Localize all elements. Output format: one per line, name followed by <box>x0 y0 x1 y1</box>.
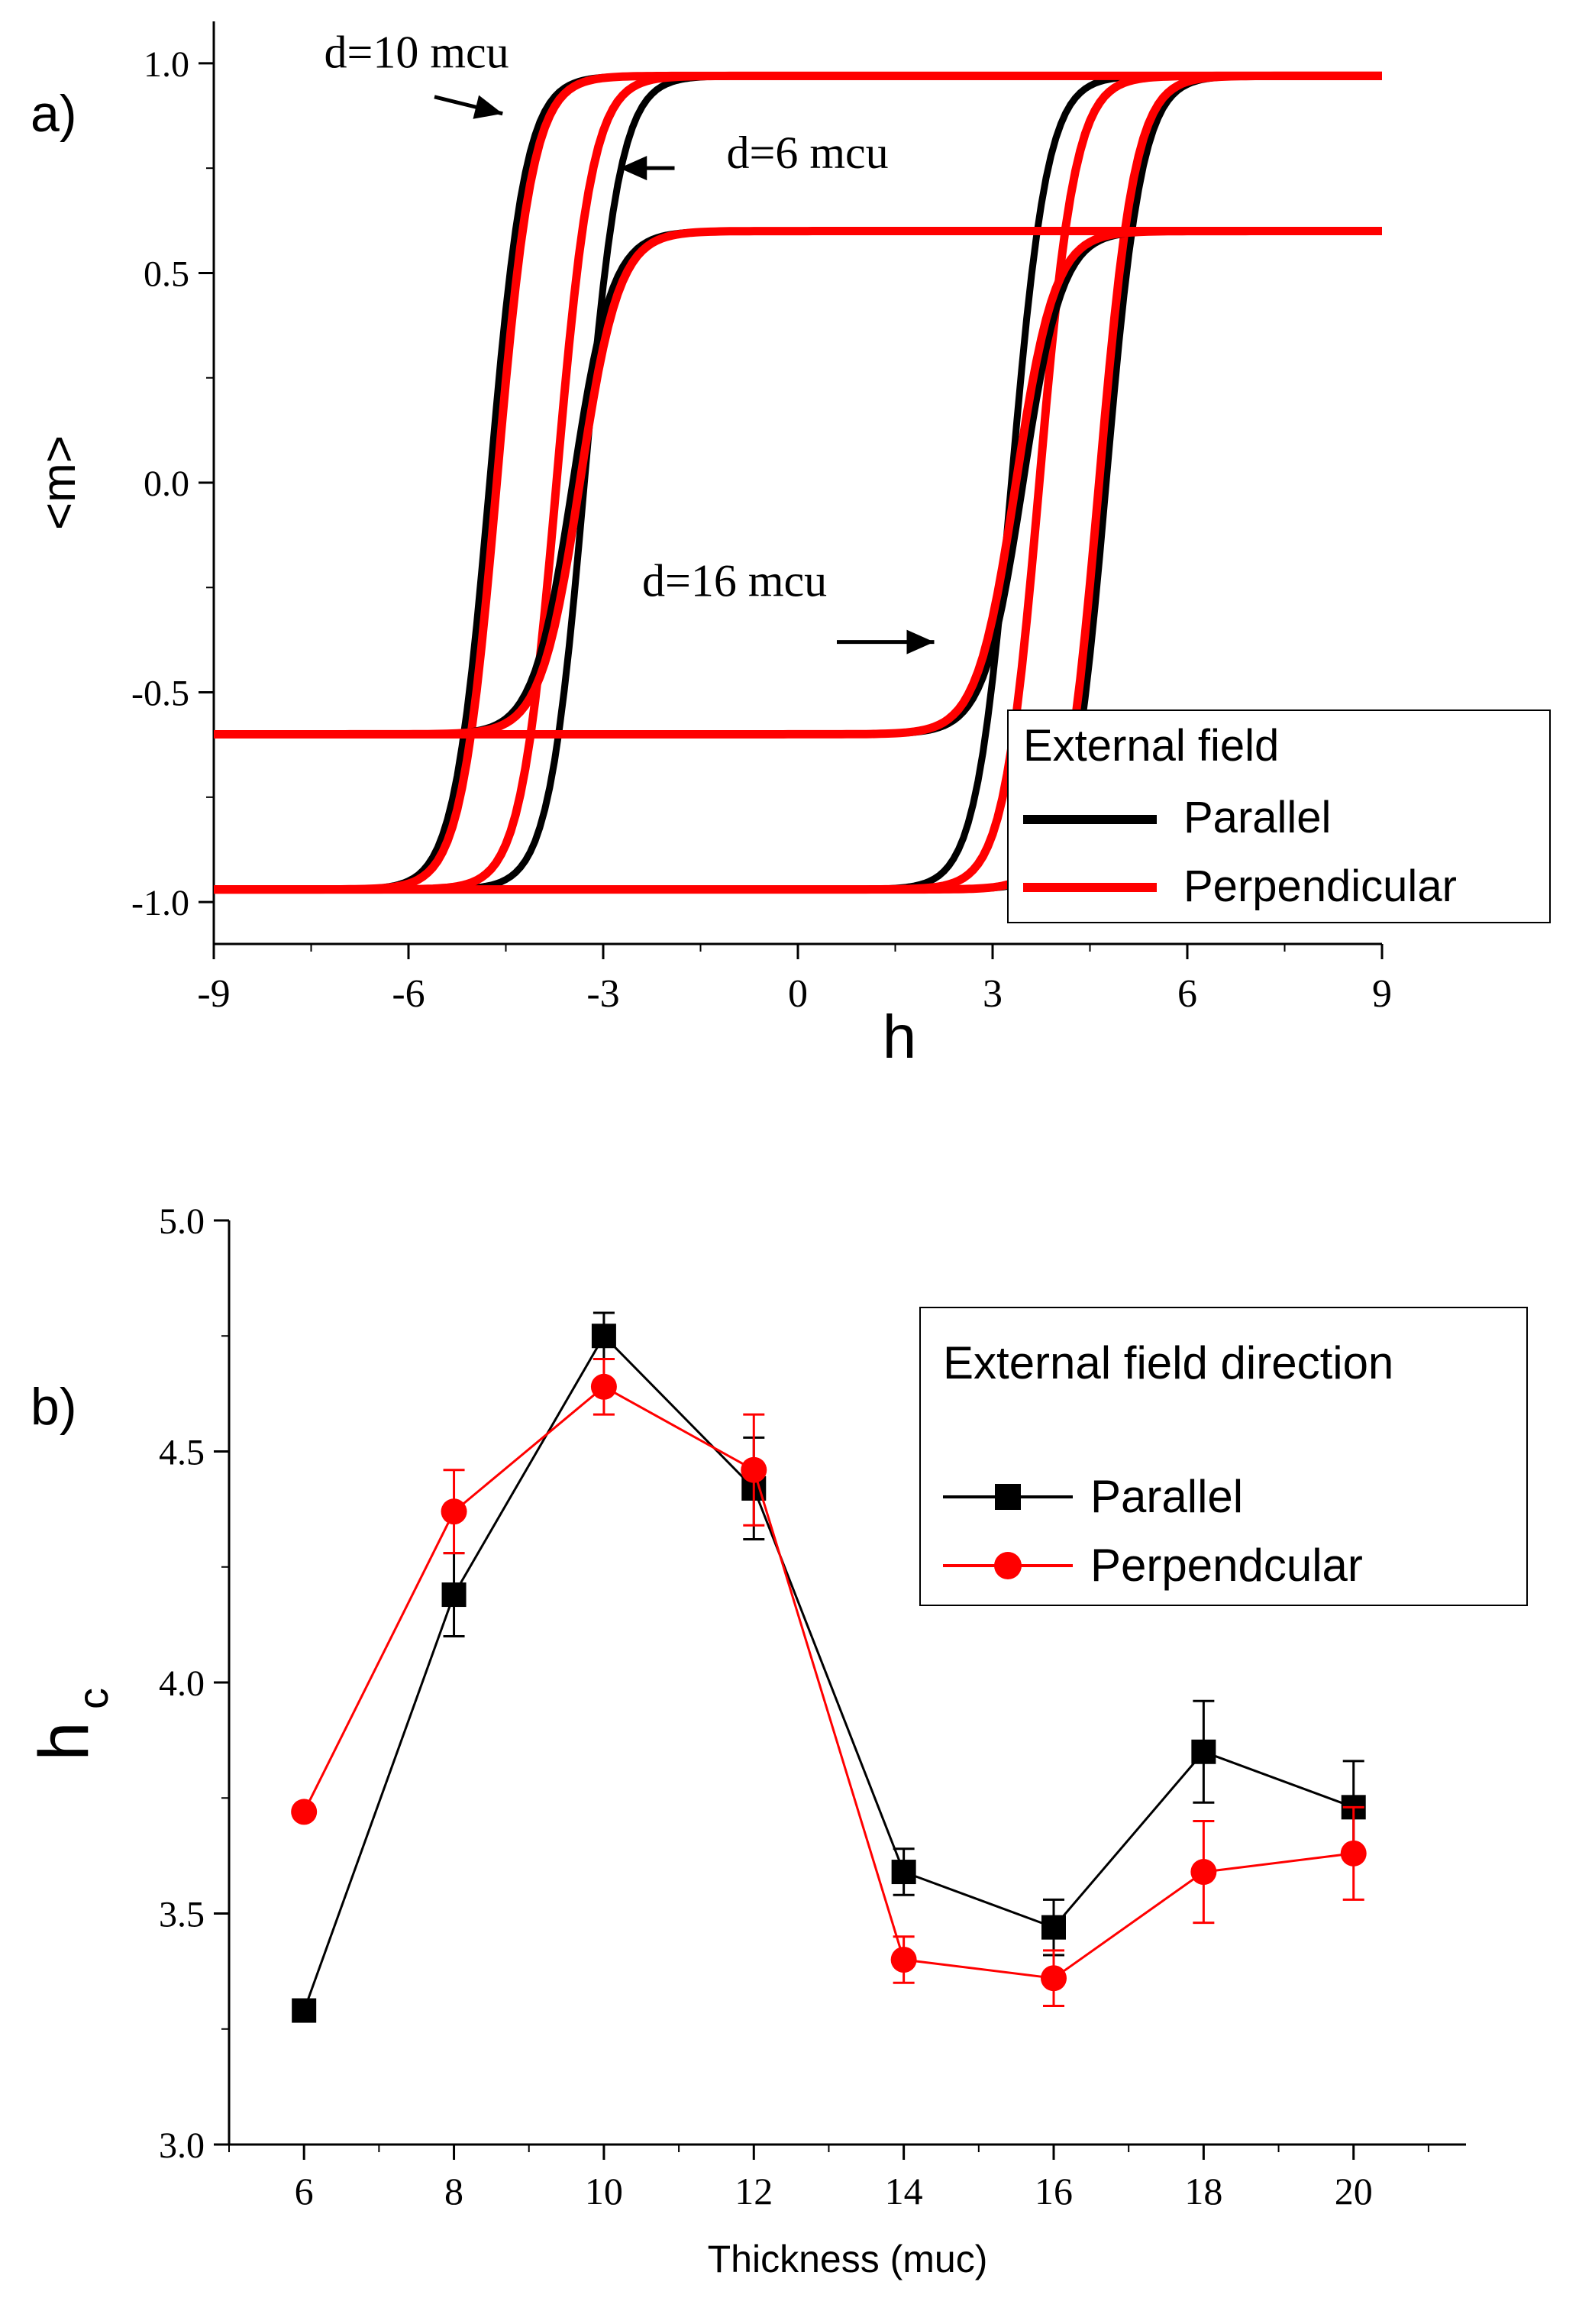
panel-a-ticks: -9 -6 -3 0 3 6 9 -1.0 -0.5 0.0 0.5 1.0 <box>131 44 1392 1016</box>
panel-b-legend: External field direction Parallel Perpen… <box>919 1307 1528 1606</box>
panel-b-x-tick-label: 16 <box>1035 2170 1073 2212</box>
panel-b-y-axis-label-sub: c <box>69 1688 117 1709</box>
panel-b-y-tick-label: 3.0 <box>159 2125 205 2166</box>
panel-b-point-perpendcular <box>441 1498 467 1525</box>
panel-b-ticks: 6 8 10 12 14 16 18 20 3.0 3.5 4.0 4.5 5.0 <box>159 1201 1429 2212</box>
panel-a-annotations: d=10 mcu d=6 mcu d=16 mcu <box>325 27 935 655</box>
panel-b-legend-perpendcular-marker <box>994 1552 1022 1579</box>
panel-b-series-line-parallel <box>302 1333 1355 2012</box>
panel-b-y-tick-label: 3.5 <box>159 1895 205 1935</box>
panel-a-y-tick-label: 0.0 <box>144 464 189 504</box>
panel-b-x-tick-label: 8 <box>444 2170 463 2212</box>
panel-b-x-tick-label: 6 <box>295 2170 314 2212</box>
panel-b-point-perpendcular <box>890 1947 917 1973</box>
panel-a-x-axis-label: h <box>883 1003 917 1071</box>
panel-b-x-tick-label: 20 <box>1335 2170 1373 2212</box>
panel-a-x-tick-label: 0 <box>788 972 808 1016</box>
panel-b-point-perpendcular <box>741 1456 767 1483</box>
panel-a-x-tick-label: 9 <box>1372 972 1392 1016</box>
panel-b-legend-title: External field direction <box>943 1337 1393 1388</box>
panel-a-curve-perpendicular-ascending <box>214 227 1382 739</box>
panel-b-legend-parallel-label: Parallel <box>1090 1471 1243 1522</box>
panel-a-hysteresis-chart: a) -9 -6 -3 0 3 6 9-1.0-0.50.00.51.0 d=10 mcud… <box>31 21 1551 1071</box>
panel-a-x-tick-label: 6 <box>1177 972 1197 1016</box>
panel-a-legend: External field Parallel Perpendicular <box>1007 709 1551 923</box>
panel-b-y-tick-label: 5.0 <box>159 1201 205 1242</box>
panel-a-legend-title: External field <box>1023 721 1279 771</box>
panel-b-y-axis-label: h c <box>25 1688 117 1761</box>
panel-b-point-perpendcular <box>1340 1840 1367 1867</box>
panel-b-series-line-perpendcular <box>302 1385 1354 1980</box>
panel-a-x-tick-label: -6 <box>392 972 425 1016</box>
panel-b-label: b) <box>31 1378 76 1436</box>
panel-b-x-tick-label: 12 <box>735 2170 773 2212</box>
panel-b-y-axis-label-main: h <box>25 1721 103 1760</box>
panel-a-curve-parallel-descending <box>214 228 1382 738</box>
panel-a-curve-perpendicular-descending <box>214 71 1382 894</box>
panel-b-point-perpendcular <box>590 1373 617 1400</box>
panel-b-legend-box <box>919 1307 1528 1606</box>
panel-a-label: a) <box>31 85 76 143</box>
panel-b-y-tick-label: 4.0 <box>159 1663 205 1704</box>
panel-b-x-axis-label: Thickness (muc) <box>708 2238 988 2280</box>
panel-a-y-tick-label: -1.0 <box>131 883 189 923</box>
panel-b-y-tick-label: 4.5 <box>159 1433 205 1473</box>
panel-a-annotation-label: d=16 mcu <box>642 555 827 606</box>
panel-b-point-perpendcular <box>1041 1965 1067 1992</box>
panel-b-x-tick-label: 18 <box>1184 2170 1222 2212</box>
panel-a-annotation-label: d=6 mcu <box>727 128 889 178</box>
panel-a-annotation-arrow-head <box>906 629 935 655</box>
panel-a-y-tick-label: 0.5 <box>144 254 189 294</box>
panel-a-x-tick-label: -9 <box>197 972 230 1016</box>
panel-a-y-axis-label: <m> <box>33 435 86 530</box>
panel-b-point-parallel <box>441 1582 467 1608</box>
panel-b-x-tick-label: 14 <box>885 2170 923 2212</box>
panel-b-point-parallel <box>1041 1915 1066 1940</box>
panel-a-y-tick-label: 1.0 <box>144 44 189 85</box>
panel-a-x-tick-label: 3 <box>983 972 1003 1016</box>
panel-b-series <box>291 1311 1367 2023</box>
panel-a-legend-perpendicular-label: Perpendicular <box>1183 861 1457 911</box>
panel-a-curves <box>214 71 1382 894</box>
panel-b-point-parallel <box>292 1998 317 2023</box>
panel-b-x-tick-label: 10 <box>585 2170 623 2212</box>
panel-b-legend-perpendcular-label: Perpendcular <box>1090 1540 1363 1591</box>
panel-a-curve-parallel-ascending <box>214 228 1382 738</box>
panel-b-legend-parallel-marker <box>995 1484 1021 1510</box>
panel-b-point-perpendcular <box>291 1799 318 1825</box>
panel-a-annotation-arrow-head <box>619 156 647 181</box>
panel-a-x-tick-label: -3 <box>586 972 619 1016</box>
panel-b-point-perpendcular <box>1190 1859 1217 1886</box>
panel-a-annotation-label: d=10 mcu <box>325 27 509 77</box>
panel-a-annotation-arrow-head <box>473 95 503 119</box>
panel-b-coercivity-chart: b) 6 8 10 12 14 16 18 20 3.0 3.5 4.0 4.5 5.0 Thickne… <box>25 1201 1528 2280</box>
panel-a-curve-perpendicular-descending <box>214 227 1382 739</box>
panel-a-legend-parallel-label: Parallel <box>1183 793 1331 842</box>
panel-b-point-parallel <box>891 1860 916 1885</box>
panel-b-point-parallel <box>1191 1739 1216 1764</box>
panel-b-point-parallel <box>591 1324 616 1349</box>
panel-a-y-tick-label: -0.5 <box>131 674 189 714</box>
